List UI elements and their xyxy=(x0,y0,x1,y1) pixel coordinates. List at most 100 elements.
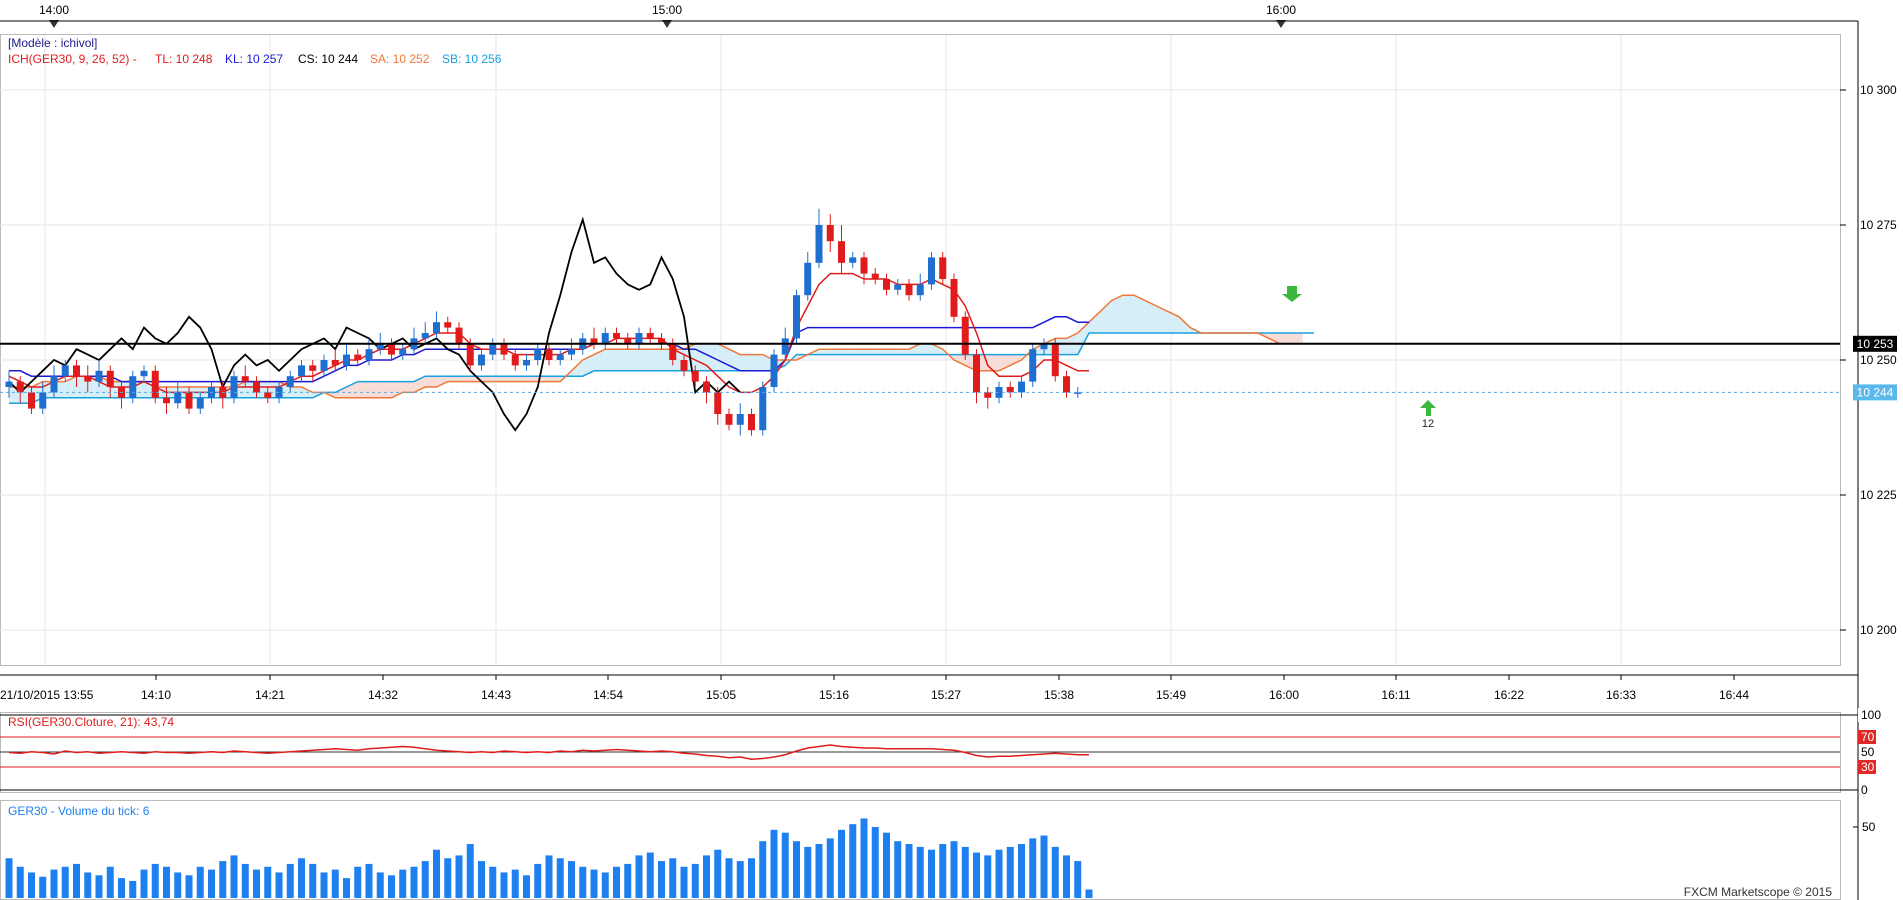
candle[interactable] xyxy=(545,343,553,366)
candle[interactable] xyxy=(680,354,688,377)
candle[interactable] xyxy=(815,208,823,269)
candle[interactable] xyxy=(691,365,699,387)
candle[interactable] xyxy=(770,349,778,393)
candle[interactable] xyxy=(838,225,845,274)
candle[interactable] xyxy=(253,376,260,398)
candle[interactable] xyxy=(354,349,362,366)
candle[interactable] xyxy=(826,214,834,252)
candle[interactable] xyxy=(961,311,969,360)
candle[interactable] xyxy=(320,354,328,377)
candle[interactable] xyxy=(725,408,733,431)
volume-bar xyxy=(545,855,553,898)
candle[interactable] xyxy=(28,387,35,414)
candle[interactable] xyxy=(556,349,564,366)
candle[interactable] xyxy=(860,252,868,285)
candle[interactable] xyxy=(230,370,238,404)
candle[interactable] xyxy=(309,360,317,382)
candle[interactable] xyxy=(39,381,47,414)
candle[interactable] xyxy=(1040,338,1048,355)
candle[interactable] xyxy=(163,387,170,414)
candle[interactable] xyxy=(590,327,598,350)
volume-bar xyxy=(343,878,350,898)
candle[interactable] xyxy=(534,343,542,366)
cloud-segment xyxy=(481,376,493,382)
candle[interactable] xyxy=(95,360,103,387)
candle[interactable] xyxy=(410,327,418,355)
candle[interactable] xyxy=(871,268,879,285)
candle[interactable] xyxy=(568,338,575,360)
candle[interactable] xyxy=(1074,387,1082,398)
volume-bar xyxy=(894,841,902,898)
watermark: FXCM Marketscope © 2015 xyxy=(1684,885,1833,899)
candle[interactable] xyxy=(759,381,767,436)
candle[interactable] xyxy=(489,338,497,360)
candle[interactable] xyxy=(5,370,13,398)
candle[interactable] xyxy=(129,370,137,404)
candle[interactable] xyxy=(1029,343,1037,387)
candle[interactable] xyxy=(73,360,80,387)
candle[interactable] xyxy=(140,365,148,382)
candle-body xyxy=(781,338,789,355)
candle[interactable] xyxy=(500,338,508,360)
candle[interactable] xyxy=(714,387,722,425)
candle[interactable] xyxy=(331,349,339,371)
price-axis-label: 10 250 xyxy=(1860,353,1897,367)
candle[interactable] xyxy=(1006,381,1014,398)
candle[interactable] xyxy=(804,252,812,301)
cloud-segment xyxy=(1134,295,1146,333)
candle[interactable] xyxy=(523,354,530,371)
time-axis-label: 15:05 xyxy=(706,688,736,702)
sell-signal-arrow-icon[interactable] xyxy=(1282,286,1302,302)
buy-signal-arrow-icon[interactable] xyxy=(1420,400,1436,416)
candle[interactable] xyxy=(444,316,452,333)
candle[interactable] xyxy=(1051,338,1059,382)
candle[interactable] xyxy=(1018,376,1025,398)
candle[interactable] xyxy=(793,289,800,344)
candle[interactable] xyxy=(511,349,519,371)
candle[interactable] xyxy=(624,333,632,350)
candle[interactable] xyxy=(421,322,429,344)
candle[interactable] xyxy=(950,273,958,323)
time-axis-label: 16:00 xyxy=(1269,688,1299,702)
candle[interactable] xyxy=(849,252,857,269)
candle[interactable] xyxy=(973,349,980,404)
candle[interactable] xyxy=(16,376,24,404)
candle[interactable] xyxy=(61,360,69,382)
candle[interactable] xyxy=(286,370,294,393)
candle-body xyxy=(174,392,182,404)
candle[interactable] xyxy=(185,387,193,414)
candle[interactable] xyxy=(399,343,407,360)
candle[interactable] xyxy=(928,252,935,290)
candle[interactable] xyxy=(905,279,913,301)
candle[interactable] xyxy=(241,365,249,387)
candle[interactable] xyxy=(1063,370,1070,398)
candle[interactable] xyxy=(264,387,272,404)
candle[interactable] xyxy=(174,381,182,409)
candle[interactable] xyxy=(995,381,1003,404)
candle[interactable] xyxy=(894,279,902,296)
candle[interactable] xyxy=(219,381,227,409)
candle[interactable] xyxy=(84,365,92,393)
candle[interactable] xyxy=(916,273,924,301)
candle[interactable] xyxy=(388,338,395,360)
candle[interactable] xyxy=(433,311,440,339)
candle[interactable] xyxy=(151,365,159,404)
candle[interactable] xyxy=(196,392,204,414)
candle[interactable] xyxy=(658,333,665,350)
candle[interactable] xyxy=(748,408,755,436)
candle[interactable] xyxy=(883,273,890,296)
candle[interactable] xyxy=(478,349,485,371)
candle[interactable] xyxy=(939,252,947,285)
candle[interactable] xyxy=(984,387,992,409)
candle[interactable] xyxy=(635,327,643,350)
top-marker-1600: 16:00 xyxy=(1266,3,1296,17)
candle[interactable] xyxy=(646,327,654,344)
candle[interactable] xyxy=(455,322,463,350)
candle[interactable] xyxy=(275,381,283,404)
candle[interactable] xyxy=(703,376,710,404)
candle[interactable] xyxy=(613,327,620,344)
candle[interactable] xyxy=(601,327,609,350)
candle[interactable] xyxy=(736,403,744,436)
candle[interactable] xyxy=(343,343,350,371)
candle[interactable] xyxy=(298,360,305,382)
